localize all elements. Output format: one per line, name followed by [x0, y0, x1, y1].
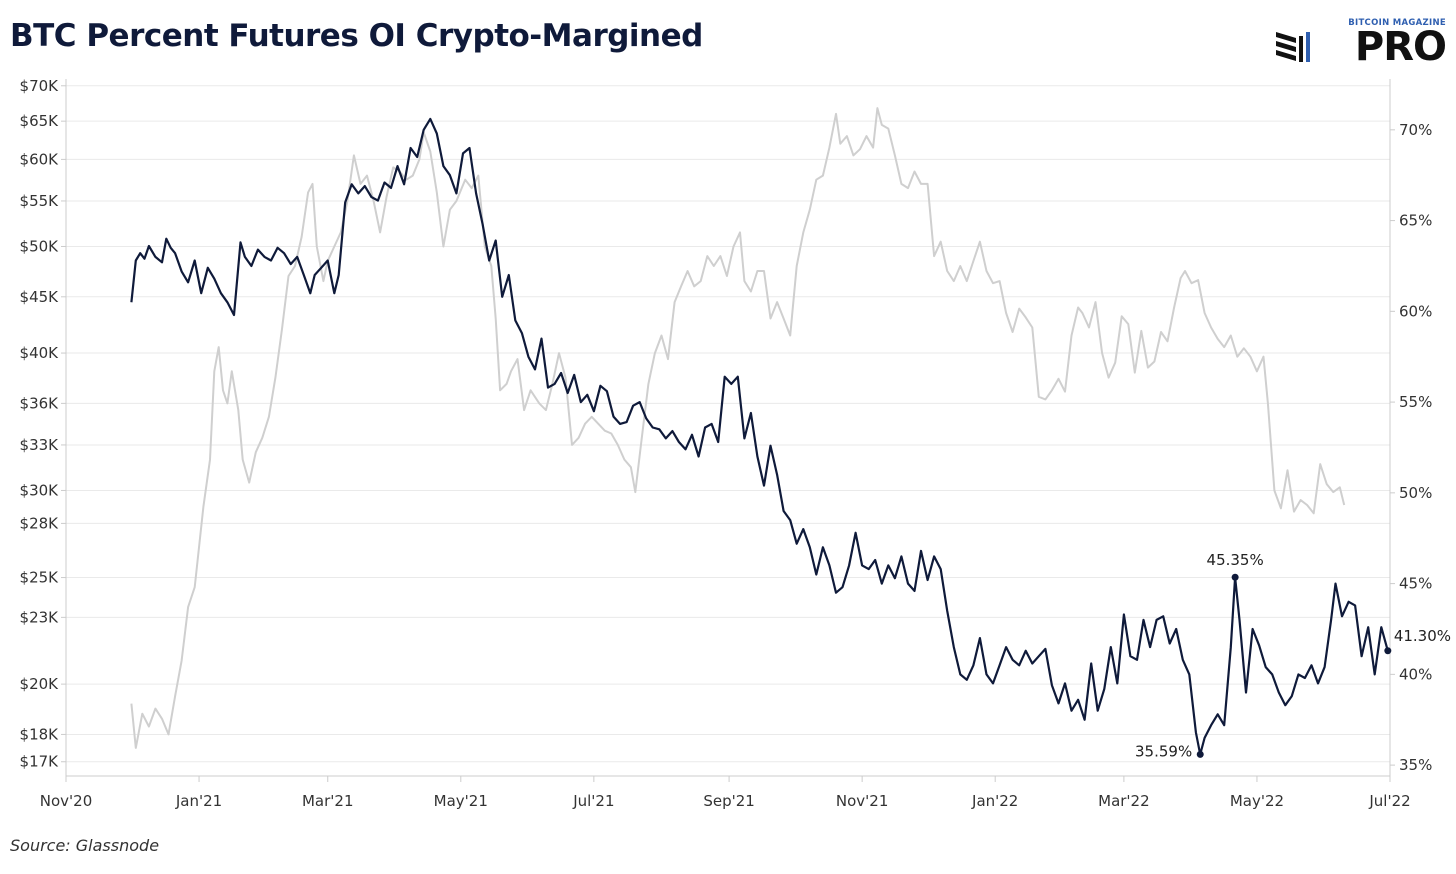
- right-tick-label-5: 60%: [1399, 302, 1432, 320]
- logo-small-text: BITCOIN MAGAZINE: [1348, 18, 1446, 28]
- x-tick-label-4: Jul'21: [572, 792, 614, 810]
- x-tick-label-7: Jan'22: [971, 792, 1018, 810]
- left-tick-label-15: $70K: [20, 77, 60, 95]
- annotation-label-2: 41.30%: [1394, 627, 1451, 645]
- annotation-marker-0: [1231, 573, 1239, 581]
- annotation-label-1: 35.59%: [1135, 742, 1192, 760]
- right-tick-label-3: 50%: [1399, 484, 1432, 502]
- right-tick-label-1: 40%: [1399, 665, 1432, 683]
- x-tick-label-6: Nov'21: [836, 792, 889, 810]
- chart-title: BTC Percent Futures OI Crypto-Margined: [10, 18, 703, 54]
- series: [130, 107, 1389, 756]
- annotation-marker-1: [1196, 750, 1204, 758]
- right-tick-label-6: 65%: [1399, 212, 1432, 230]
- right-tick-label-4: 55%: [1399, 393, 1432, 411]
- percent-oi-line: [130, 117, 1389, 756]
- left-tick-label-1: $18K: [20, 725, 60, 743]
- x-tick-label-5: Sep'21: [703, 792, 754, 810]
- right-tick-label-2: 45%: [1399, 575, 1432, 593]
- x-tick-label-8: Mar'22: [1098, 792, 1150, 810]
- left-tick-label-4: $25K: [20, 569, 60, 587]
- logo-mark-icon: [1276, 32, 1310, 62]
- left-tick-label-10: $45K: [20, 288, 60, 306]
- left-tick-label-12: $55K: [20, 192, 60, 210]
- x-tick-label-3: May'21: [434, 792, 488, 810]
- left-tick-label-7: $33K: [20, 436, 60, 454]
- source-note: Source: Glassnode: [10, 836, 160, 855]
- btc-price-line: [130, 107, 1346, 749]
- bitcoin-magazine-pro-logo: BITCOIN MAGAZINE PRO: [1276, 18, 1447, 70]
- right-tick-label-0: 35%: [1399, 756, 1432, 774]
- logo-big-text: PRO: [1354, 24, 1447, 70]
- left-tick-label-0: $17K: [20, 753, 60, 771]
- right-tick-label-7: 70%: [1399, 121, 1432, 139]
- left-tick-label-2: $20K: [20, 675, 60, 693]
- left-tick-label-8: $36K: [20, 394, 60, 412]
- left-tick-label-6: $30K: [20, 481, 60, 499]
- left-tick-label-5: $28K: [20, 514, 60, 532]
- x-tick-label-10: Jul'22: [1368, 792, 1410, 810]
- left-tick-label-13: $60K: [20, 150, 60, 168]
- annotations: 45.35% 35.59% 41.30%: [1135, 551, 1451, 760]
- x-tick-label-0: Nov'20: [40, 792, 93, 810]
- left-tick-label-9: $40K: [20, 344, 60, 362]
- left-tick-label-11: $50K: [20, 237, 60, 255]
- annotation-label-0: 45.35%: [1207, 551, 1264, 569]
- x-tick-label-1: Jan'21: [175, 792, 222, 810]
- gridlines: [66, 85, 1390, 763]
- x-tick-label-9: May'22: [1230, 792, 1284, 810]
- annotation-marker-2: [1384, 647, 1392, 655]
- left-tick-label-3: $23K: [20, 608, 60, 626]
- left-tick-label-14: $65K: [20, 112, 60, 130]
- x-tick-label-2: Mar'21: [302, 792, 354, 810]
- axes: $17K $18K $20K $23K $25K $28K $30K $33K $36K $40K…: [20, 77, 1433, 810]
